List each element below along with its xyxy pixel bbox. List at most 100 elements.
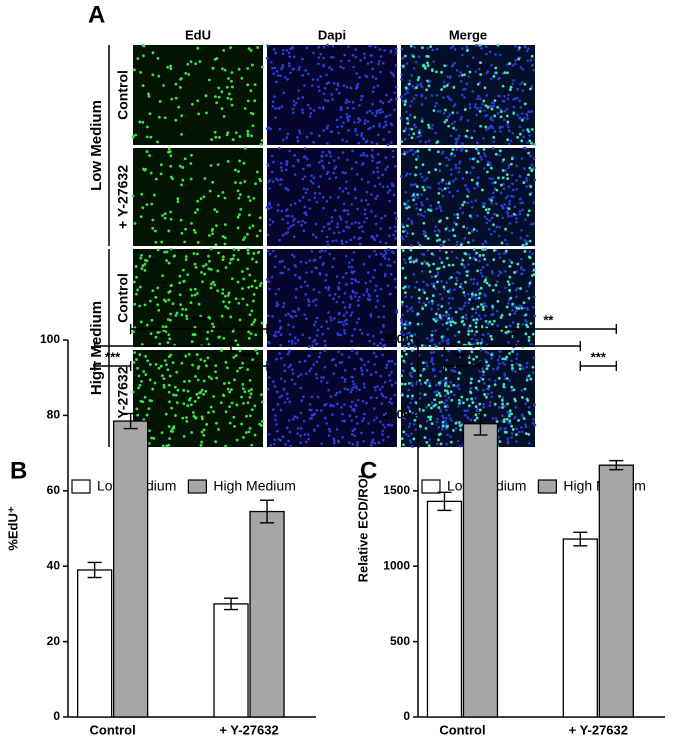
row-label: Control bbox=[115, 70, 131, 120]
nucleus bbox=[336, 223, 339, 226]
nucleus bbox=[462, 288, 465, 291]
edu-cell bbox=[143, 45, 146, 48]
nucleus bbox=[448, 414, 451, 417]
micrograph bbox=[132, 248, 263, 349]
nucleus bbox=[420, 93, 423, 96]
edu-cell bbox=[215, 57, 218, 60]
edu-cell bbox=[164, 217, 167, 220]
nucleus bbox=[413, 67, 416, 70]
nucleus bbox=[461, 54, 464, 57]
nucleus bbox=[482, 333, 485, 336]
edu-cell bbox=[506, 114, 509, 117]
nucleus bbox=[302, 96, 305, 99]
nucleus bbox=[460, 116, 463, 119]
edu-cell bbox=[170, 98, 173, 101]
nucleus bbox=[382, 102, 385, 105]
edu-cell bbox=[441, 336, 444, 339]
nucleus bbox=[335, 301, 338, 304]
nucleus bbox=[382, 186, 385, 189]
nucleus bbox=[313, 288, 316, 291]
edu-cell bbox=[485, 104, 488, 107]
nucleus bbox=[466, 227, 469, 230]
nucleus bbox=[287, 353, 290, 356]
nucleus bbox=[475, 44, 478, 47]
edu-cell bbox=[496, 214, 499, 217]
nucleus bbox=[294, 274, 297, 277]
edu-cell bbox=[208, 79, 211, 82]
edu-cell bbox=[216, 289, 219, 292]
nucleus bbox=[394, 225, 397, 228]
edu-cell bbox=[248, 430, 251, 433]
edu-cell bbox=[403, 130, 406, 133]
nucleus bbox=[375, 77, 378, 80]
nucleus bbox=[524, 402, 527, 405]
nucleus bbox=[511, 432, 514, 435]
nucleus bbox=[333, 232, 336, 235]
nucleus bbox=[297, 68, 300, 71]
nucleus bbox=[303, 84, 306, 87]
edu-cell bbox=[192, 252, 195, 255]
nucleus bbox=[520, 229, 523, 232]
edu-cell bbox=[511, 350, 514, 353]
nucleus bbox=[279, 439, 282, 442]
nucleus bbox=[331, 359, 334, 362]
nucleus bbox=[303, 433, 306, 436]
nucleus bbox=[312, 182, 315, 185]
nucleus bbox=[467, 302, 470, 305]
edu-cell bbox=[443, 85, 446, 88]
nucleus bbox=[373, 419, 376, 422]
nucleus bbox=[498, 291, 501, 294]
edu-cell bbox=[529, 185, 532, 188]
edu-cell bbox=[165, 259, 168, 262]
nucleus bbox=[367, 298, 370, 301]
edu-cell bbox=[157, 57, 160, 60]
nucleus bbox=[349, 238, 352, 241]
nucleus bbox=[501, 414, 504, 417]
edu-cell bbox=[493, 115, 496, 118]
nucleus bbox=[404, 191, 407, 194]
nucleus bbox=[288, 62, 291, 65]
nucleus bbox=[427, 186, 430, 189]
edu-cell bbox=[148, 255, 151, 258]
edu-cell bbox=[457, 331, 460, 334]
nucleus bbox=[526, 290, 529, 293]
nucleus bbox=[369, 280, 372, 283]
edu-cell bbox=[211, 229, 214, 232]
nucleus bbox=[405, 235, 408, 238]
nucleus bbox=[384, 275, 387, 278]
nucleus bbox=[425, 141, 428, 144]
edu-cell bbox=[198, 303, 201, 306]
edu-cell bbox=[224, 236, 227, 239]
edu-cell bbox=[169, 154, 172, 157]
nucleus bbox=[304, 155, 307, 158]
nucleus bbox=[400, 318, 403, 321]
edu-cell bbox=[222, 255, 225, 258]
nucleus bbox=[465, 317, 468, 320]
nucleus bbox=[322, 106, 325, 109]
nucleus bbox=[475, 308, 478, 311]
edu-cell bbox=[235, 354, 238, 357]
edu-cell bbox=[218, 136, 221, 139]
nucleus bbox=[510, 139, 513, 142]
nucleus bbox=[362, 137, 365, 140]
nucleus bbox=[330, 93, 333, 96]
edu-cell bbox=[213, 284, 216, 287]
nucleus bbox=[367, 422, 370, 425]
nucleus bbox=[342, 151, 345, 154]
bar bbox=[463, 424, 497, 717]
nucleus bbox=[374, 442, 377, 445]
nucleus bbox=[515, 309, 518, 312]
edu-cell bbox=[250, 332, 253, 335]
nucleus bbox=[431, 283, 434, 286]
micrograph bbox=[266, 349, 397, 447]
edu-cell bbox=[526, 326, 529, 329]
edu-cell bbox=[256, 171, 259, 174]
nucleus bbox=[467, 293, 470, 296]
nucleus bbox=[292, 418, 295, 421]
nucleus bbox=[532, 306, 535, 309]
nucleus bbox=[324, 279, 327, 282]
nucleus bbox=[318, 356, 321, 359]
edu-cell bbox=[244, 147, 247, 150]
nucleus bbox=[340, 108, 343, 111]
edu-cell bbox=[150, 136, 153, 139]
